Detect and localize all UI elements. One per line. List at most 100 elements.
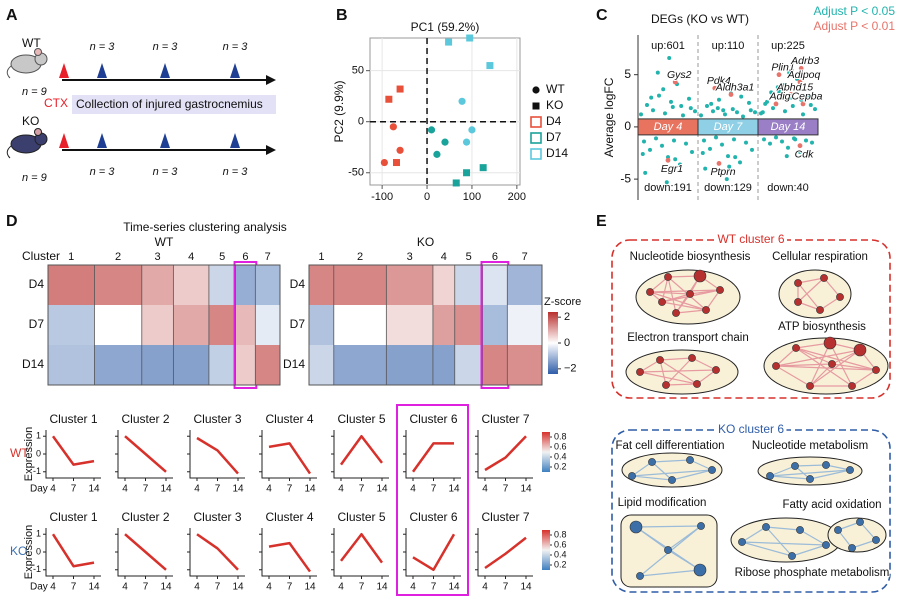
heatmap-cell <box>255 345 281 386</box>
y-tick-label: 1 <box>36 529 41 539</box>
heatmap-cell <box>94 265 143 306</box>
point <box>699 113 703 118</box>
heatmap-cell <box>454 305 483 346</box>
x-tick-label: 14 <box>520 582 532 593</box>
node <box>806 382 814 390</box>
edge <box>795 347 853 387</box>
x-tick-label: 14 <box>448 484 460 495</box>
point <box>800 101 806 107</box>
cluster-line <box>484 435 527 472</box>
point <box>452 179 460 187</box>
panel-title: Cluster 1 <box>49 412 97 426</box>
gene-label: Plin1 <box>771 61 794 73</box>
x-axis-label: Cluster <box>22 249 60 263</box>
x-tick-label: 7 <box>215 484 221 495</box>
timepoint-n: n = 3 <box>90 166 116 178</box>
edge <box>775 365 811 387</box>
x-tick-label: 7 <box>143 582 149 593</box>
injury-marker <box>59 63 69 78</box>
module-blob <box>621 452 723 488</box>
gene-label: Adrb3 <box>790 55 819 67</box>
collection-box <box>72 95 276 114</box>
heatmap-cell <box>208 345 236 386</box>
x-tick-label: 4 <box>338 484 344 495</box>
node <box>856 518 864 526</box>
edge <box>651 461 673 481</box>
edge <box>819 296 841 311</box>
heatmap-cell <box>48 305 95 346</box>
node <box>816 306 824 314</box>
day-bar <box>757 118 819 136</box>
x-axis-label: Day <box>30 582 48 593</box>
edge <box>775 363 833 367</box>
panel-label: A <box>6 7 18 24</box>
axis <box>261 528 317 577</box>
edge <box>859 521 877 541</box>
cluster-label: 6 <box>242 251 248 263</box>
edge <box>661 293 691 303</box>
node <box>828 360 836 368</box>
point <box>445 38 453 46</box>
point <box>703 166 708 171</box>
y-axis-label: Expression <box>23 525 35 579</box>
axis <box>117 528 173 577</box>
x-tick-label: 14 <box>160 582 172 593</box>
legend-marker <box>530 148 542 160</box>
node <box>794 298 802 306</box>
point <box>667 55 672 60</box>
point <box>777 89 781 94</box>
edge <box>671 469 713 481</box>
node <box>628 472 636 480</box>
heatmap-frame <box>47 264 281 386</box>
row-name: WT <box>10 446 29 460</box>
cluster-box <box>611 429 891 593</box>
heatmap-cell <box>235 265 256 306</box>
edge <box>705 289 721 311</box>
panel-name: KO <box>417 235 434 249</box>
cluster-label: 3 <box>407 251 413 263</box>
cluster-line <box>268 442 312 475</box>
point <box>462 138 471 146</box>
cluster-line <box>196 436 239 475</box>
point <box>657 93 661 98</box>
x-tick-label: 14 <box>376 582 388 593</box>
y-tick-label: 5 <box>624 67 631 81</box>
timepoint-n: n = 3 <box>223 166 249 178</box>
point <box>810 140 814 145</box>
x-tick-label: 200 <box>508 191 526 203</box>
cluster-label: 7 <box>265 251 271 263</box>
point <box>780 139 784 144</box>
cluster-label: 5 <box>466 251 472 263</box>
point <box>705 104 709 109</box>
point <box>771 106 775 111</box>
x-tick-label: 4 <box>50 582 56 593</box>
x-tick-label: 4 <box>122 582 128 593</box>
edge <box>675 309 707 314</box>
colorbar-label: 0.2 <box>554 461 567 471</box>
edge <box>809 349 861 387</box>
x-tick-label: 7 <box>71 484 77 495</box>
heatmap-cell <box>141 305 174 346</box>
module-label: Nucleotide biosynthesis <box>630 251 751 263</box>
node <box>806 475 814 483</box>
heatmap-cell <box>507 265 543 306</box>
module-blob <box>757 456 863 486</box>
panel-title: Cluster 3 <box>193 510 241 524</box>
node <box>693 563 707 577</box>
cluster-label: 5 <box>219 251 225 263</box>
panel-name: WT <box>155 235 174 249</box>
point <box>807 93 811 98</box>
cluster-box <box>611 239 891 399</box>
node <box>686 456 694 464</box>
point <box>648 147 652 152</box>
point <box>463 169 471 177</box>
group-label: KO <box>22 114 39 128</box>
heatmap-cell <box>255 305 281 346</box>
edge <box>675 293 691 314</box>
collection-marker <box>160 133 170 148</box>
heatmap-cell <box>386 305 434 346</box>
legend-marker <box>532 102 540 110</box>
point <box>396 146 404 154</box>
legend-label: D14 <box>546 146 568 160</box>
point <box>672 79 678 85</box>
